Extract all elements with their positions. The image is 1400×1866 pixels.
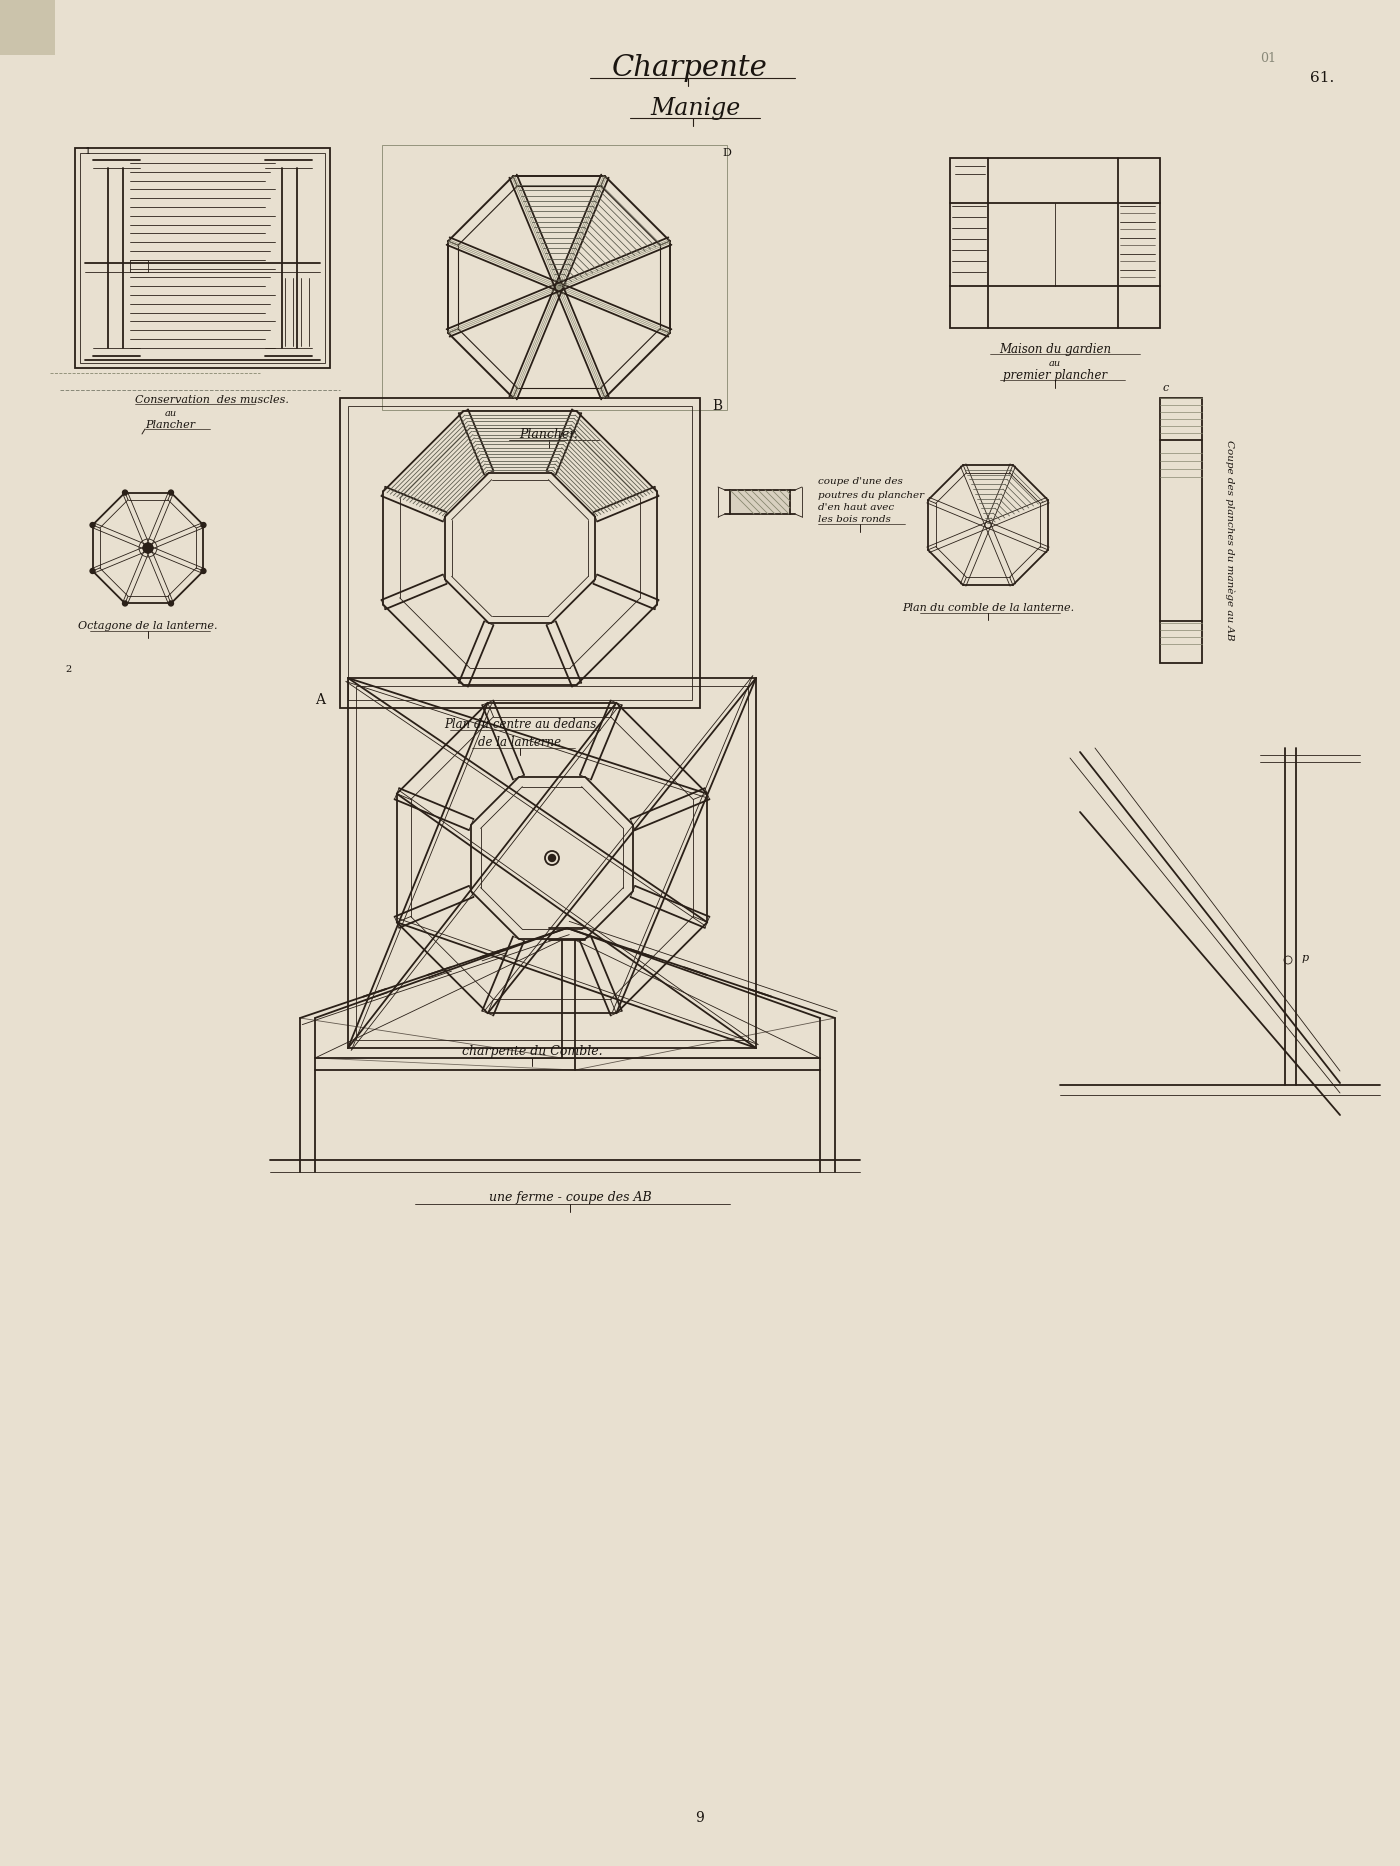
Bar: [0, 0, 55, 54]
Text: charpente du Comble.: charpente du Comble.: [462, 1045, 602, 1058]
Text: Charpente: Charpente: [612, 54, 769, 82]
Circle shape: [549, 855, 556, 862]
Text: 2: 2: [64, 666, 71, 674]
Text: Coupe des planches du manège au AB: Coupe des planches du manège au AB: [1225, 440, 1235, 640]
Text: de la lanterne: de la lanterne: [479, 735, 561, 748]
Bar: [1161, 397, 1203, 662]
Text: c: c: [1163, 383, 1169, 394]
Bar: [76, 147, 330, 368]
Bar: [356, 687, 748, 1039]
Text: Plancher.: Plancher.: [519, 427, 578, 440]
Text: coupe d'une des: coupe d'une des: [818, 478, 903, 487]
Circle shape: [123, 601, 127, 606]
Text: 1: 1: [85, 147, 91, 157]
Text: A: A: [315, 692, 325, 707]
Text: au: au: [1049, 360, 1061, 368]
Text: Plan du comble de la lanterne.: Plan du comble de la lanterne.: [902, 603, 1074, 614]
Text: au: au: [165, 409, 178, 418]
Text: premier plancher: premier plancher: [1002, 369, 1107, 383]
Text: les bois ronds: les bois ronds: [818, 515, 890, 524]
Text: D: D: [722, 147, 731, 159]
Bar: [349, 407, 692, 700]
Bar: [340, 397, 700, 707]
Text: Maison du gardien: Maison du gardien: [1000, 343, 1112, 356]
Text: Plan du centre au dedans: Plan du centre au dedans: [444, 718, 596, 730]
Circle shape: [168, 491, 174, 494]
Text: d'en haut avec: d'en haut avec: [818, 502, 895, 511]
Bar: [349, 677, 756, 1049]
Text: poutres du plancher: poutres du plancher: [818, 491, 924, 500]
Text: 01: 01: [1260, 52, 1275, 65]
Text: B: B: [713, 399, 722, 412]
Bar: [382, 146, 727, 411]
Bar: [80, 153, 325, 364]
Bar: [951, 159, 1161, 328]
Text: p: p: [1302, 954, 1309, 963]
Circle shape: [90, 522, 95, 528]
Bar: [130, 259, 148, 272]
Text: 61.: 61.: [1310, 71, 1334, 86]
Circle shape: [168, 601, 174, 606]
Circle shape: [90, 569, 95, 573]
Text: Conservation  des muscles.: Conservation des muscles.: [134, 396, 288, 405]
Circle shape: [202, 569, 206, 573]
Text: 9: 9: [696, 1812, 704, 1825]
Text: Manige: Manige: [650, 97, 741, 119]
Text: une ferme - coupe des AB: une ferme - coupe des AB: [489, 1192, 651, 1204]
Circle shape: [123, 491, 127, 494]
Text: Octagone de la lanterne.: Octagone de la lanterne.: [78, 621, 218, 631]
Circle shape: [143, 543, 153, 552]
Bar: [729, 491, 790, 513]
Text: Plancher: Plancher: [146, 420, 195, 429]
Circle shape: [202, 522, 206, 528]
